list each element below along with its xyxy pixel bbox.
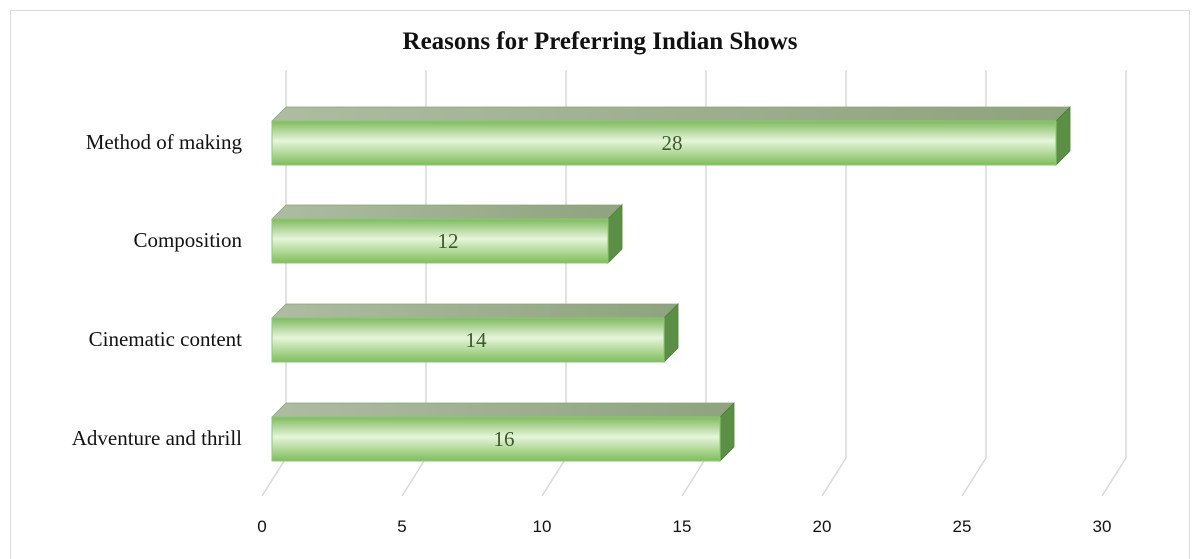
bar-value-label: 14 (466, 328, 488, 352)
bar-top-face (271, 106, 1071, 122)
bar-top-face (271, 204, 623, 220)
x-tick-label: 10 (533, 517, 552, 536)
category-label: Adventure and thrill (72, 426, 242, 450)
bar-top-face (271, 303, 679, 319)
x-tick-label: 0 (257, 517, 266, 536)
chart-frame (10, 10, 1190, 559)
bar-front-face (271, 317, 665, 363)
gridline-floor-10 (541, 457, 567, 497)
gridline-floor-5 (401, 457, 427, 497)
category-label: Composition (133, 228, 242, 252)
bars (271, 106, 1071, 462)
gridline-floor-25 (961, 457, 987, 497)
bar-value-label: 16 (494, 427, 515, 451)
bar-value-label: 28 (662, 131, 683, 155)
category-label: Method of making (86, 130, 243, 154)
x-tick-label: 25 (953, 517, 972, 536)
x-tick-label: 30 (1093, 517, 1112, 536)
category-label: Cinematic content (89, 327, 243, 351)
x-tick-label: 15 (673, 517, 692, 536)
bar (271, 204, 623, 264)
labels: 0 5 10 15 20 25 30 28 Method of making 12 Composit… (72, 130, 1112, 536)
bar-value-label: 12 (438, 229, 459, 253)
bar-top-face (271, 402, 735, 418)
x-tick-label: 5 (397, 517, 406, 536)
bar-front-face (271, 120, 1057, 166)
bar (271, 303, 679, 363)
chart-title: Reasons for Preferring Indian Shows (402, 28, 798, 55)
bar (271, 106, 1071, 166)
bar (271, 402, 735, 462)
gridline-floor-30 (1101, 457, 1127, 497)
bar-front-face (271, 218, 609, 264)
gridline-floor-15 (681, 457, 707, 497)
x-tick-label: 20 (813, 517, 832, 536)
bar-front-face (271, 416, 721, 462)
gridline-floor-20 (821, 457, 847, 497)
gridline-floor-0 (261, 457, 287, 497)
